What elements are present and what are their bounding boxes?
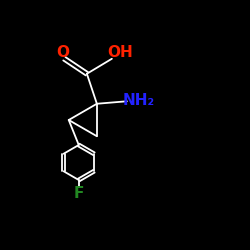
Text: OH: OH: [107, 45, 133, 60]
Text: F: F: [74, 186, 84, 201]
Text: NH₂: NH₂: [122, 93, 155, 108]
Text: O: O: [56, 45, 70, 60]
